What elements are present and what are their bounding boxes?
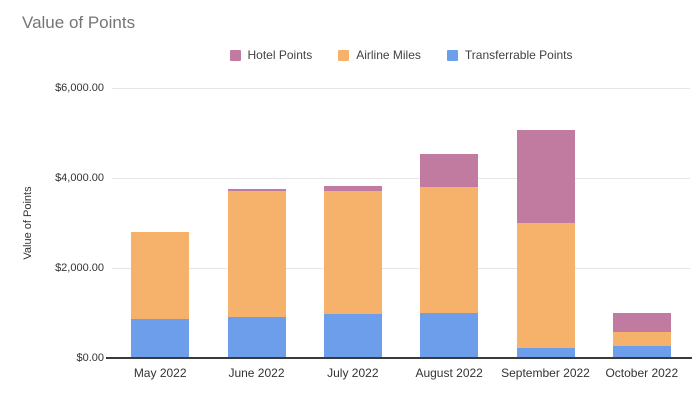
bar-segment-airline-miles[interactable] [323,191,382,315]
bar-segment-airline-miles[interactable] [612,331,671,346]
bar-segment-hotel-points[interactable] [612,313,671,332]
y-tick-label: $2,000.00 [55,262,104,274]
bar-segment-transferrable-points[interactable] [612,345,671,358]
bar-segment-airline-miles[interactable] [131,232,190,320]
bar-segment-transferrable-points[interactable] [516,348,575,358]
bar-may-2022[interactable] [131,232,190,358]
legend-swatch-icon [338,49,350,61]
gridline-4000 [112,177,690,179]
gridline-2000 [112,267,690,269]
bar-segment-transferrable-points[interactable] [323,314,382,358]
bar-july-2022[interactable] [323,185,382,358]
bar-segment-hotel-points[interactable] [227,189,286,191]
x-tick-label-june-2022: June 2022 [228,366,285,380]
x-tick-label-may-2022: May 2022 [133,366,187,380]
legend-item-transferrable-points[interactable]: Transferrable Points [446,48,573,62]
y-tick-label: $6,000.00 [55,82,104,94]
bar-segment-airline-miles[interactable] [516,222,575,349]
bar-june-2022[interactable] [227,189,286,358]
gridline-6000 [112,87,690,89]
bar-august-2022[interactable] [420,153,479,358]
legend-swatch-icon [446,49,458,61]
bar-segment-hotel-points[interactable] [420,153,479,187]
legend: Hotel Points Airline Miles Transferrable P… [112,48,690,62]
legend-item-airline-miles[interactable]: Airline Miles [338,48,421,62]
bar-segment-transferrable-points[interactable] [131,319,190,358]
bar-segment-transferrable-points[interactable] [420,313,479,358]
bar-segment-hotel-points[interactable] [516,130,575,223]
plot-area [112,87,690,358]
chart-title: Value of Points [22,13,136,32]
legend-item-hotel-points[interactable]: Hotel Points [229,48,313,62]
bar-segment-hotel-points[interactable] [323,185,382,192]
legend-swatch-icon [229,49,241,61]
bar-segment-airline-miles[interactable] [227,190,286,317]
x-axis-tick-labels: May 2022 June 2022 July 2022 August 2022 Sep… [112,366,690,380]
bar-september-2022[interactable] [516,130,575,358]
legend-label: Airline Miles [356,48,421,62]
x-tick-label-october-2022: October 2022 [605,366,679,380]
bar-segment-airline-miles[interactable] [420,187,479,313]
x-tick-label-august-2022: August 2022 [415,366,483,380]
y-axis-tick-labels: $0.00 $2,000.00 $4,000.00 $6,000.00 [0,0,104,400]
y-tick-label: $4,000.00 [55,172,104,184]
legend-label: Transferrable Points [464,48,573,62]
x-axis-line [106,357,692,359]
legend-label: Hotel Points [247,48,313,62]
x-tick-label-september-2022: September 2022 [501,366,590,380]
bar-october-2022[interactable] [612,313,671,358]
bar-segment-transferrable-points[interactable] [227,316,286,358]
y-tick-label: $0.00 [76,352,104,364]
x-tick-label-july-2022: July 2022 [327,366,379,380]
